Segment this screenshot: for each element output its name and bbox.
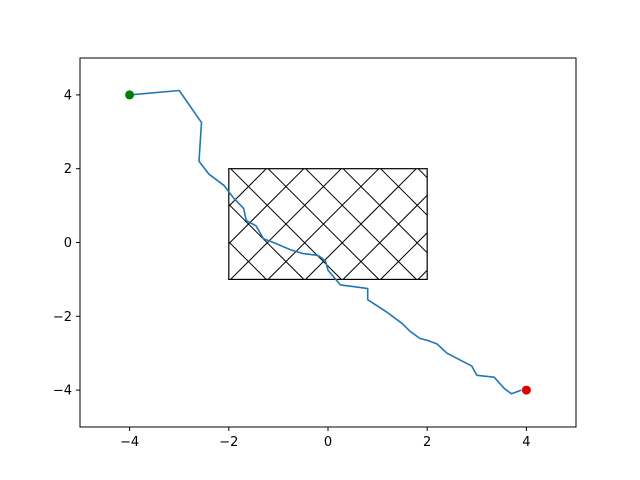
hatch-line	[228, 168, 267, 207]
hatch-line	[267, 168, 380, 280]
x-axis-ticks: −4 −2 0 2 4	[120, 427, 531, 450]
hatch-line	[606, 169, 640, 280]
hatch-line	[380, 232, 428, 280]
hatch-line	[305, 168, 417, 280]
hatch-line	[342, 168, 428, 254]
hatch-line	[568, 169, 640, 280]
y-tick-label: −2	[53, 310, 72, 325]
x-tick-label: 4	[522, 435, 530, 450]
marker-layer	[125, 90, 531, 395]
obstacle-hatch	[228, 168, 640, 280]
x-tick-label: −2	[219, 435, 238, 450]
y-tick-label: 4	[64, 88, 72, 103]
x-tick-label: 2	[423, 435, 431, 450]
hatch-line	[606, 169, 640, 280]
end-point-marker	[521, 385, 531, 395]
obstacle-border	[228, 168, 428, 280]
y-tick-label: 2	[64, 162, 72, 177]
series-layer	[129, 89, 522, 395]
x-tick-label: −4	[120, 435, 139, 450]
hatch-line	[230, 168, 342, 280]
path-line	[129, 89, 522, 395]
obstacle-fill	[228, 168, 428, 280]
y-axis-ticks: −4 −2 0 2 4	[53, 88, 80, 399]
hatch-line	[568, 169, 640, 280]
start-point-marker	[125, 90, 135, 100]
x-tick-label: 0	[324, 435, 332, 450]
y-tick-label: 0	[64, 236, 72, 251]
hatch-line	[228, 241, 267, 280]
y-tick-label: −4	[53, 384, 72, 399]
hatch-line	[380, 168, 428, 217]
obstacle-region	[228, 168, 640, 280]
hatch-line	[228, 203, 305, 280]
